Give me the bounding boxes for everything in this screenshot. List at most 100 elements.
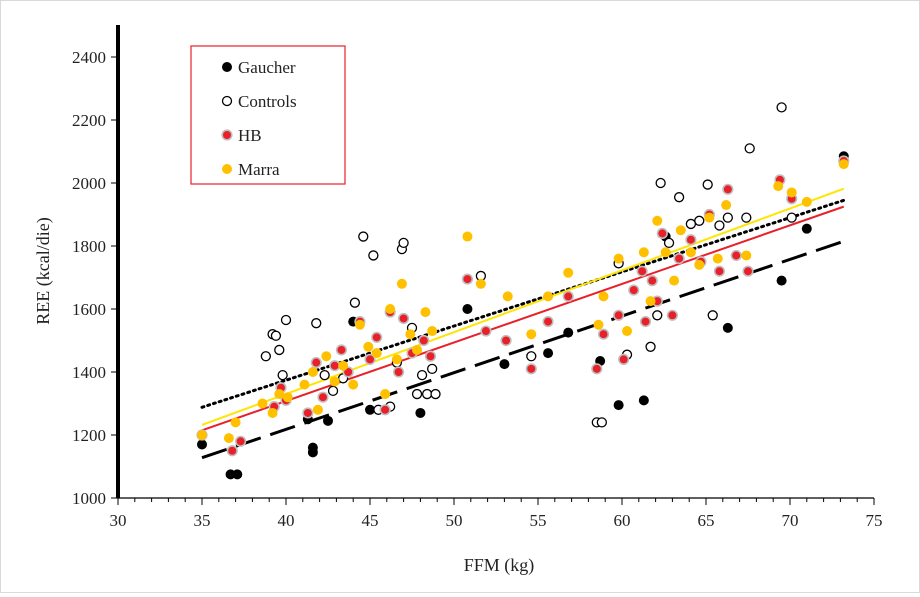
point-marra [405, 329, 416, 340]
point-controls [398, 237, 409, 249]
x-tick-label: 60 [614, 511, 631, 530]
point-hb [418, 334, 430, 347]
point-marra [312, 404, 323, 415]
point-marra [371, 348, 382, 359]
point-controls [368, 250, 379, 261]
legend-label-gaucher: Gaucher [238, 58, 296, 77]
point-controls [327, 385, 339, 397]
data-points [196, 102, 850, 480]
legend-marker-marra [222, 164, 232, 174]
point-controls [596, 417, 607, 428]
point-hb [591, 363, 603, 375]
point-hb [730, 249, 742, 262]
point-controls [786, 212, 797, 223]
point-controls [685, 218, 697, 230]
x-tick-label: 40 [278, 511, 295, 530]
point-hb [461, 273, 474, 285]
point-controls [673, 192, 685, 203]
y-tick-label: 2200 [72, 111, 106, 130]
point-controls [430, 388, 441, 400]
point-hb [639, 316, 652, 328]
point-hb [646, 275, 658, 287]
point-marra [502, 291, 513, 302]
legend: Gaucher Controls HB Marra [190, 45, 346, 185]
point-gaucher [776, 275, 787, 286]
legend-label-marra: Marra [238, 160, 280, 179]
legend-marker-hb [221, 129, 233, 141]
x-tick-label: 55 [530, 511, 547, 530]
point-marra [645, 296, 656, 307]
point-gaucher [722, 322, 733, 333]
point-gaucher [462, 304, 473, 314]
point-hb [500, 334, 512, 347]
y-tick-label: 1600 [72, 300, 106, 319]
point-marra [267, 407, 278, 418]
trendline-controls [200, 198, 846, 409]
point-controls [421, 388, 433, 400]
x-tick-label: 75 [866, 511, 883, 530]
point-controls [694, 215, 705, 226]
x-axis: 30 35 40 45 50 55 60 65 70 75 [110, 497, 883, 530]
point-marra [257, 398, 268, 409]
point-marra [348, 379, 359, 390]
point-marra [230, 417, 241, 428]
legend-marker-gaucher [222, 62, 232, 72]
x-tick-label: 30 [110, 511, 127, 530]
point-gaucher [197, 439, 207, 450]
point-gaucher [415, 407, 426, 418]
point-marra [622, 326, 633, 337]
point-controls [652, 310, 663, 321]
point-marra [363, 341, 374, 352]
legend-label-controls: Controls [238, 92, 297, 111]
point-controls [645, 341, 656, 352]
point-marra [307, 367, 318, 377]
series-hb [196, 155, 850, 457]
point-hb [685, 234, 697, 246]
point-hb [636, 265, 648, 277]
point-marra [385, 304, 396, 314]
point-marra [786, 187, 797, 198]
point-gaucher [232, 469, 243, 480]
point-marra [773, 181, 784, 192]
point-hb [235, 435, 247, 447]
legend-box [190, 45, 346, 185]
point-marra [669, 275, 680, 286]
point-marra [338, 360, 349, 371]
point-marra [712, 253, 723, 264]
point-gaucher [499, 359, 510, 370]
point-controls [277, 369, 288, 381]
point-marra [282, 392, 293, 403]
point-hb [379, 404, 391, 416]
point-controls [358, 231, 369, 242]
point-marra [197, 430, 207, 440]
y-tick-label: 1400 [72, 363, 106, 382]
point-marra [299, 379, 310, 390]
point-hb [613, 309, 625, 321]
point-hb [392, 366, 405, 378]
x-tick-label: 50 [446, 511, 463, 530]
point-marra [660, 247, 671, 258]
point-controls [744, 143, 755, 154]
point-controls [427, 363, 438, 375]
point-marra [427, 326, 438, 337]
trendlines [200, 187, 846, 460]
point-hb [666, 309, 679, 321]
x-tick-label: 45 [362, 511, 379, 530]
point-marra [638, 247, 649, 258]
point-controls [776, 102, 787, 113]
legend-label-hb: HB [238, 126, 262, 145]
point-marra [613, 253, 624, 264]
point-hb [525, 363, 537, 375]
x-tick-label: 35 [194, 511, 211, 530]
point-marra [462, 231, 473, 242]
point-marra [475, 278, 486, 289]
point-gaucher [365, 404, 375, 415]
point-hb [317, 391, 329, 403]
y-axis: 1000 1200 1400 1600 1800 2000 2200 2400 [72, 25, 120, 508]
point-gaucher [323, 415, 333, 426]
y-tick-label: 2000 [72, 174, 106, 193]
point-hb [618, 353, 630, 366]
point-marra [563, 267, 574, 278]
point-marra [526, 329, 537, 340]
